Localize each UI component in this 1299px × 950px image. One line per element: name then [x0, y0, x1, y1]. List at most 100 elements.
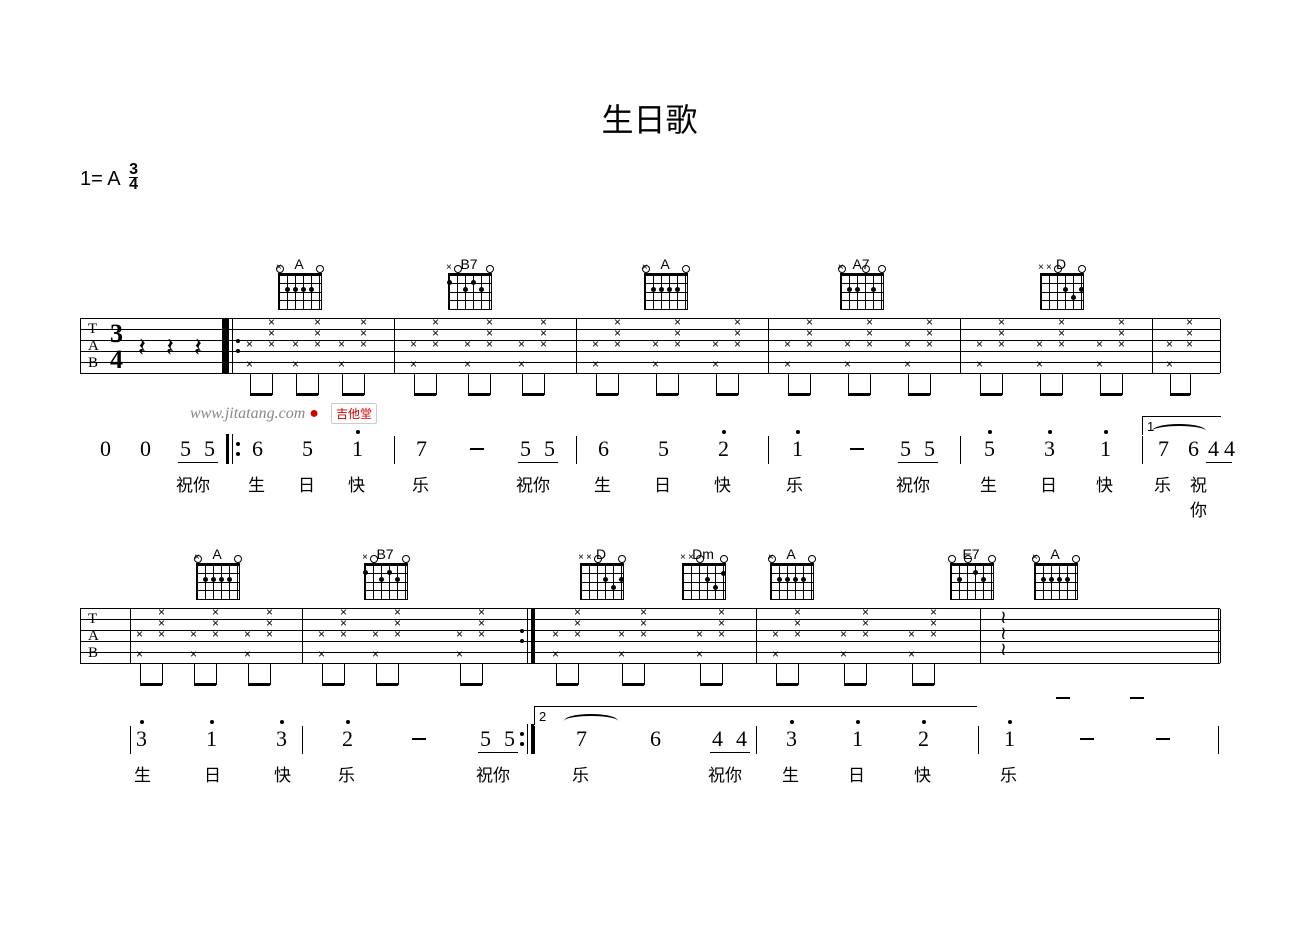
jianpu-line: 3 1 3 2 55 7 6 44 3 1 2 1 [80, 726, 1220, 756]
jianpu-note: 4 [1208, 436, 1219, 462]
lyric-syllable: 乐 [338, 761, 355, 786]
chord-diagram: B7 × [448, 256, 490, 310]
jianpu-note: 5 [520, 436, 531, 462]
jianpu-note: 5 [180, 436, 191, 462]
chord-diagram: E7 [950, 546, 992, 600]
jianpu-note: 1 [206, 726, 217, 752]
chord-label: A7 [840, 256, 882, 272]
chord-diagram: A × [644, 256, 686, 310]
jianpu-note: 5 [984, 436, 995, 462]
chord-diagram: A × [196, 546, 238, 600]
lyric-syllable: 日 [298, 471, 315, 496]
jianpu-note: 5 [480, 726, 491, 752]
jianpu-note: 0 [140, 436, 151, 462]
tab-staff: TAB × × × × × × × × × × × × × × × [80, 608, 1220, 664]
jianpu-note: 5 [544, 436, 555, 462]
song-title: 生日歌 [0, 95, 1299, 141]
jianpu-note: 2 [718, 436, 729, 462]
lyric-syllable: 日 [848, 761, 865, 786]
lyric-syllable: 祝你 [708, 761, 742, 786]
lyric-syllable: 祝你 [176, 471, 210, 496]
lyric-syllable: 乐 [786, 471, 803, 496]
lyric-syllable: 日 [654, 471, 671, 496]
chord-diagram: D ×× [1040, 256, 1082, 310]
lyric-syllable: 祝你 [1190, 471, 1220, 521]
tab-clef: TAB [88, 611, 99, 662]
tab-staff: TAB34𝄽𝄽𝄽 × × × × × × × × × × × × × × × [80, 318, 1220, 374]
lyric-syllable: 快 [1096, 471, 1113, 496]
jianpu-note: 5 [900, 436, 911, 462]
lyric-syllable: 乐 [1154, 471, 1171, 496]
time-signature: 3 4 [129, 163, 138, 192]
jianpu-note: 7 [416, 436, 427, 462]
keysig-text: 1= A [80, 168, 120, 190]
tab-timesig: 34 [110, 321, 123, 373]
lyrics-line: 生 日 快 乐 祝你 乐 祝你 生 日 快 乐 [80, 761, 1220, 785]
lyric-syllable: 乐 [412, 471, 429, 496]
chord-diagram: A7 × [840, 256, 882, 310]
key-signature: 1= A 3 4 [80, 165, 138, 194]
lyric-syllable: 生 [248, 471, 265, 496]
lyric-syllable: 生 [980, 471, 997, 496]
jianpu-note: 5 [658, 436, 669, 462]
chord-diagram: Dm ×× [682, 546, 724, 600]
lyric-syllable: 日 [1040, 471, 1057, 496]
jianpu-note: 4 [712, 726, 723, 752]
jianpu-note: 1 [852, 726, 863, 752]
watermark-badge: 吉他堂 [331, 403, 377, 424]
lyric-syllable: 生 [594, 471, 611, 496]
jianpu-note: 3 [276, 726, 287, 752]
lyric-syllable: 乐 [572, 761, 589, 786]
chord-label: A [1034, 546, 1076, 562]
jianpu-note: 7 [1158, 436, 1169, 462]
lyric-syllable: 乐 [1000, 761, 1017, 786]
lyric-syllable: 生 [134, 761, 151, 786]
jianpu-note: 2 [342, 726, 353, 752]
jianpu-note: 6 [1188, 436, 1199, 462]
chord-label: A [278, 256, 320, 272]
rest-icon: 𝄽 [138, 333, 146, 364]
jianpu-line: 00556517556521555317644 [80, 436, 1220, 466]
lyric-syllable: 快 [914, 761, 931, 786]
jianpu-note: 1 [1004, 726, 1015, 752]
lyric-syllable: 祝你 [476, 761, 510, 786]
tab-clef: TAB [88, 321, 99, 372]
jianpu-note: 6 [252, 436, 263, 462]
chord-label: A [196, 546, 238, 562]
jianpu-note: 0 [100, 436, 111, 462]
jianpu-note: 5 [302, 436, 313, 462]
jianpu-note: 5 [924, 436, 935, 462]
chord-diagram: A × [278, 256, 320, 310]
jianpu-note: 3 [1044, 436, 1055, 462]
lyric-syllable: 快 [714, 471, 731, 496]
jianpu-note: 6 [650, 726, 661, 752]
chord-label: A [770, 546, 812, 562]
jianpu-note: 1 [1100, 436, 1111, 462]
volta-number: 2 [539, 709, 546, 724]
rest-icon: 𝄽 [166, 333, 174, 364]
jianpu-note: 3 [136, 726, 147, 752]
lyric-syllable: 快 [348, 471, 365, 496]
watermark: www.jitatang.com ● 吉他堂 [190, 403, 377, 424]
jianpu-note: 5 [504, 726, 515, 752]
chord-label: A [644, 256, 686, 272]
tie-icon [1152, 424, 1206, 438]
chord-diagram: A × [770, 546, 812, 600]
jianpu-note: 4 [736, 726, 747, 752]
jianpu-note: 1 [352, 436, 363, 462]
lyric-syllable: 祝你 [516, 471, 550, 496]
lyric-syllable: 祝你 [896, 471, 930, 496]
jianpu-note: 3 [786, 726, 797, 752]
jianpu-note: 2 [918, 726, 929, 752]
chord-diagram: D ×× [580, 546, 622, 600]
lyric-syllable: 生 [782, 761, 799, 786]
timesig-den: 4 [129, 178, 138, 192]
jianpu-note: 5 [204, 436, 215, 462]
lyric-syllable: 日 [204, 761, 221, 786]
lyric-syllable: 快 [274, 761, 291, 786]
chord-diagram: A × [1034, 546, 1076, 600]
lyrics-line: 祝你生日快乐祝你生日快乐祝你生日快乐祝你 [80, 471, 1220, 495]
watermark-url: www.jitatang.com [190, 405, 305, 422]
jianpu-note: 7 [576, 726, 587, 752]
rest-icon: 𝄽 [194, 333, 202, 364]
